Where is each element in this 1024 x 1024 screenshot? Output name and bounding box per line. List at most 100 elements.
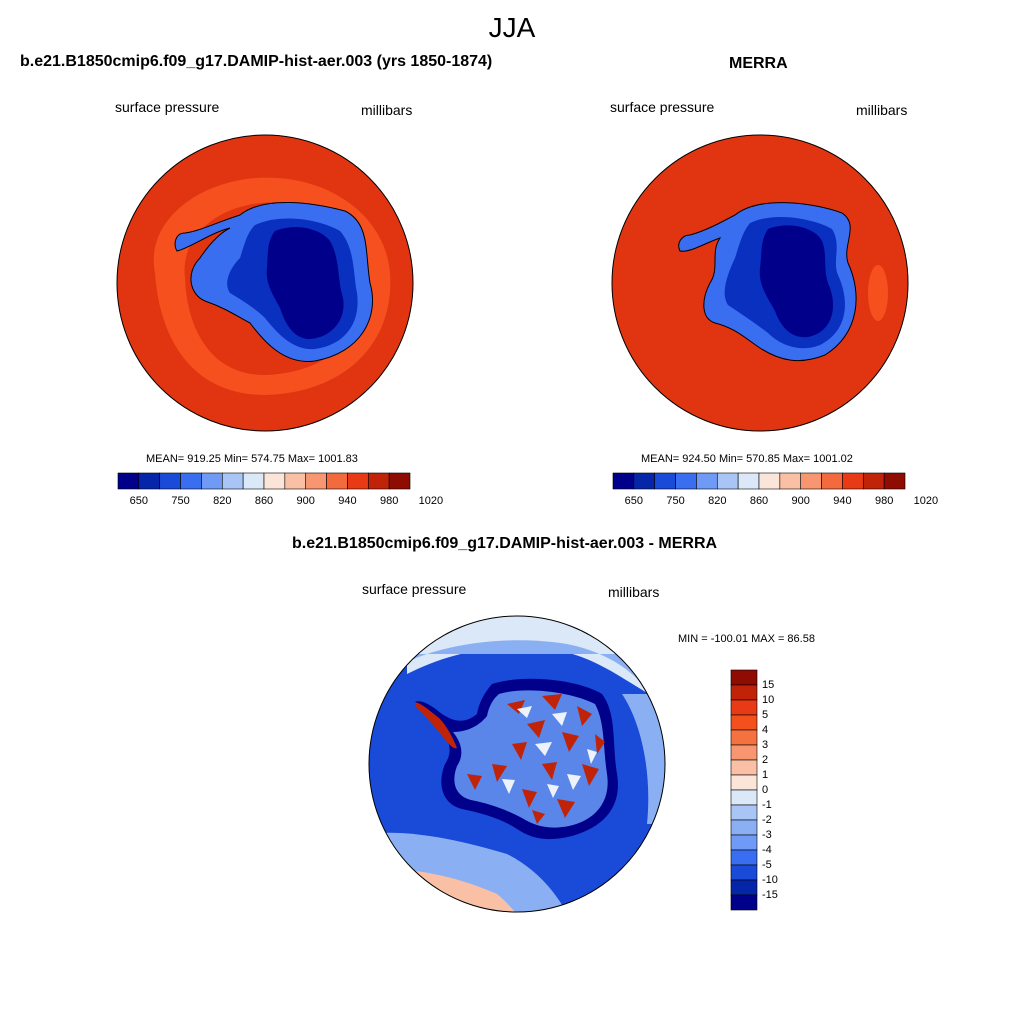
- diff-antarctica-interior: [453, 690, 608, 828]
- colorbar-tick-label: 860: [254, 495, 274, 507]
- diff-interior-white-streaks: [502, 706, 597, 798]
- colorbar-swatch: [737, 472, 760, 490]
- model-ice-core: [266, 227, 344, 339]
- colorbar-swatch: [730, 879, 758, 896]
- colorbar-tick-label: 1020: [913, 495, 939, 507]
- diff-peninsula: [415, 702, 457, 749]
- colorbar-swatch: [242, 472, 265, 490]
- diff-units-label: millibars: [608, 584, 660, 600]
- colorbar-tick-label: -4: [762, 844, 772, 856]
- colorbar-swatch: [730, 774, 758, 791]
- colorbar-swatch: [117, 472, 140, 490]
- obs-ice-core: [759, 225, 834, 338]
- colorbar-swatch: [284, 472, 307, 490]
- colorbar-swatch: [730, 789, 758, 806]
- page-title: JJA: [488, 12, 536, 43]
- diff-colorbar: [730, 669, 758, 911]
- colorbar-swatch: [730, 894, 758, 911]
- colorbar-swatch: [388, 472, 411, 490]
- obs-ocean-patch: [868, 265, 888, 321]
- colorbar-tick-label: 5: [762, 709, 769, 721]
- colorbar-swatch: [347, 472, 369, 490]
- colorbar-swatch: [612, 472, 635, 490]
- diff-interior-red-streaks: [467, 694, 605, 824]
- colorbar-swatch: [730, 804, 758, 821]
- colorbar-tick-label: 0: [762, 784, 769, 796]
- colorbar-swatch: [159, 472, 181, 490]
- colorbar-tick-label: 1: [762, 769, 769, 781]
- colorbar-tick-label: 1020: [418, 495, 444, 507]
- diff-panel-title: b.e21.B1850cmip6.f09_g17.DAMIP-hist-aer.…: [292, 535, 718, 552]
- colorbar-swatch: [180, 472, 202, 490]
- colorbar-tick-label: -3: [762, 829, 772, 841]
- colorbar-swatch: [730, 729, 758, 746]
- diff-colorbar-ticks: 15 10 5 4 3 2 1 0 -1 -2 -3 -4 -5 -10 -15: [762, 670, 802, 910]
- colorbar-swatch: [633, 472, 656, 490]
- colorbar-tick-label: 750: [171, 495, 190, 507]
- colorbar-swatch: [326, 472, 348, 490]
- colorbar-swatch: [730, 714, 758, 731]
- model-variable-label: surface pressure: [115, 99, 220, 115]
- colorbar-swatch: [730, 684, 758, 701]
- colorbar-swatch: [800, 472, 822, 490]
- obs-variable-label: surface pressure: [610, 99, 715, 115]
- colorbar-tick-label: 900: [296, 495, 315, 507]
- colorbar-tick-label: 940: [833, 495, 852, 507]
- model-map: [116, 134, 414, 432]
- colorbar-swatch: [675, 472, 697, 490]
- colorbar-swatch: [201, 472, 223, 490]
- colorbar-swatch: [221, 472, 244, 490]
- colorbar-swatch: [716, 472, 739, 490]
- colorbar-swatch: [367, 472, 390, 490]
- colorbar-tick-label: 980: [874, 495, 894, 507]
- colorbar-swatch: [730, 864, 758, 881]
- colorbar-tick-label: -1: [762, 799, 772, 811]
- colorbar-swatch: [842, 472, 864, 490]
- colorbar-tick-label: 940: [338, 495, 357, 507]
- diff-map: [368, 615, 666, 913]
- colorbar-swatch: [821, 472, 843, 490]
- model-panel-title: b.e21.B1850cmip6.f09_g17.DAMIP-hist-aer.…: [20, 53, 493, 70]
- colorbar-tick-label: 15: [762, 679, 775, 691]
- colorbar-swatch: [862, 472, 885, 490]
- diff-variable-label: surface pressure: [362, 581, 467, 597]
- colorbar-tick-label: 3: [762, 739, 769, 751]
- colorbar-tick-label: 650: [624, 495, 644, 507]
- colorbar-tick-label: 4: [762, 724, 769, 736]
- obs-colorbar: [612, 472, 906, 490]
- diff-stats: MIN = -100.01 MAX = 86.58: [678, 633, 815, 645]
- obs-units-label: millibars: [856, 102, 908, 118]
- colorbar-swatch: [696, 472, 718, 490]
- colorbar-swatch: [730, 699, 758, 716]
- colorbar-tick-label: -15: [762, 889, 778, 901]
- obs-stats: MEAN= 924.50 Min= 570.85 Max= 1001.02: [641, 453, 853, 465]
- obs-colorbar-ticks: 650 750 820 860 900 940 980 1020: [613, 495, 938, 509]
- colorbar-swatch: [730, 834, 758, 851]
- obs-map: [611, 134, 909, 432]
- colorbar-swatch: [305, 472, 327, 490]
- model-stats: MEAN= 919.25 Min= 574.75 Max= 1001.83: [146, 453, 358, 465]
- colorbar-swatch: [263, 472, 286, 490]
- colorbar-tick-label: 650: [129, 495, 149, 507]
- colorbar-tick-label: -5: [762, 859, 772, 871]
- colorbar-tick-label: -10: [762, 874, 778, 886]
- colorbar-tick-label: 10: [762, 694, 775, 706]
- colorbar-tick-label: 860: [749, 495, 769, 507]
- colorbar-swatch: [730, 759, 758, 776]
- colorbar-swatch: [730, 669, 758, 686]
- colorbar-tick-label: 820: [708, 495, 727, 507]
- colorbar-tick-label: 750: [666, 495, 685, 507]
- colorbar-tick-label: 2: [762, 754, 769, 766]
- colorbar-tick-label: -2: [762, 814, 772, 826]
- model-colorbar-ticks: 650 750 820 860 900 940 980 1020: [118, 495, 443, 509]
- colorbar-tick-label: 980: [379, 495, 399, 507]
- diff-light-right: [622, 694, 665, 824]
- colorbar-swatch: [730, 819, 758, 836]
- colorbar-swatch: [730, 849, 758, 866]
- colorbar-swatch: [138, 472, 161, 490]
- model-units-label: millibars: [361, 102, 413, 118]
- colorbar-tick-label: 820: [213, 495, 232, 507]
- obs-panel-title: MERRA: [729, 55, 788, 72]
- colorbar-swatch: [730, 744, 758, 761]
- colorbar-tick-label: 900: [791, 495, 810, 507]
